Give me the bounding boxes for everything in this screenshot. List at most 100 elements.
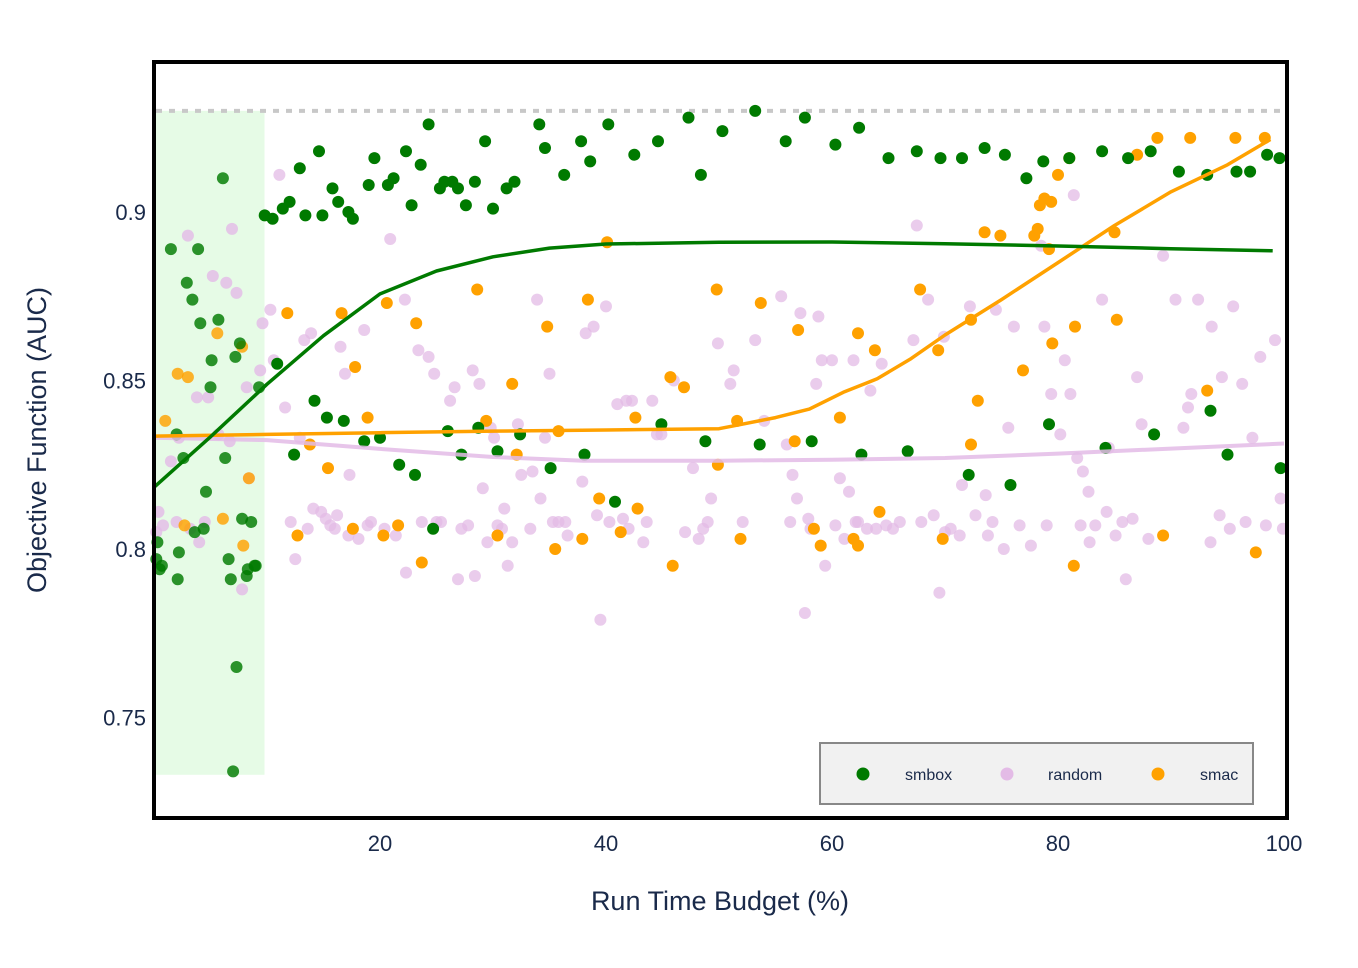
- x-tick-label: 60: [820, 831, 844, 856]
- smbox-point: [236, 512, 249, 525]
- legend-marker-smac: [1151, 767, 1165, 781]
- random-point: [1109, 529, 1122, 542]
- smac-point: [666, 559, 679, 572]
- random-point: [488, 431, 501, 444]
- random-point: [1002, 421, 1015, 434]
- smac-point: [852, 327, 864, 340]
- random-point: [481, 536, 494, 549]
- random-point: [953, 529, 966, 542]
- y-tick-label: 0.8: [115, 537, 146, 562]
- random-point: [1192, 293, 1205, 306]
- random-point: [922, 293, 935, 306]
- smbox-point: [197, 522, 210, 535]
- random-point: [791, 492, 803, 505]
- random-point: [543, 367, 556, 380]
- smbox-point: [326, 182, 339, 195]
- smac-point: [1184, 131, 1197, 144]
- random-point: [864, 384, 877, 397]
- smac-point: [1017, 364, 1029, 377]
- legend-label-smac[interactable]: smac: [1200, 767, 1238, 784]
- random-point: [594, 613, 607, 626]
- smbox-point: [283, 195, 296, 208]
- smbox-point: [164, 243, 177, 256]
- legend-box: [819, 742, 1254, 805]
- smbox-point: [266, 212, 279, 225]
- smac-point: [971, 394, 984, 407]
- random-point: [452, 573, 464, 586]
- random-point: [384, 233, 397, 245]
- random-point: [352, 532, 365, 545]
- smbox-point: [172, 546, 185, 559]
- random-point: [328, 522, 341, 535]
- smac-point: [322, 462, 334, 475]
- x-tick-label: 80: [1046, 831, 1070, 856]
- random-point: [910, 219, 923, 232]
- random-point: [400, 566, 412, 579]
- smac-point: [852, 539, 864, 552]
- smac-point: [1046, 337, 1059, 350]
- smac-point: [734, 532, 747, 545]
- smac-point: [1249, 546, 1262, 559]
- random-point: [1126, 512, 1139, 525]
- smbox-point: [578, 448, 591, 461]
- smbox-point: [230, 661, 243, 673]
- random-point: [705, 492, 718, 505]
- random-point: [334, 340, 347, 353]
- smac-point: [549, 543, 562, 555]
- random-point: [603, 516, 616, 528]
- random-point: [358, 324, 371, 336]
- smbox-point: [753, 438, 766, 451]
- random-point: [1169, 293, 1182, 306]
- legend-label-random[interactable]: random: [1048, 767, 1102, 784]
- smac-point: [335, 307, 348, 320]
- smbox-point: [779, 135, 792, 148]
- random-point: [501, 559, 514, 572]
- random-point: [1227, 300, 1240, 313]
- smbox-point: [1037, 155, 1050, 168]
- legend-label-smbox[interactable]: smbox: [905, 767, 952, 784]
- smbox-point: [1063, 152, 1076, 165]
- smbox-point: [427, 522, 440, 535]
- random-point: [531, 293, 544, 306]
- smbox-point: [1204, 404, 1217, 417]
- random-point: [1215, 371, 1228, 384]
- smac-point: [1229, 131, 1242, 144]
- smac-point: [936, 532, 949, 545]
- random-point: [1045, 388, 1058, 400]
- smac-point: [480, 414, 493, 427]
- random-point: [944, 522, 957, 535]
- legend: smbox random smac: [819, 742, 1254, 805]
- smbox-point: [400, 145, 412, 158]
- random-point: [466, 364, 479, 377]
- random-point: [810, 377, 823, 390]
- smbox-point: [956, 152, 968, 165]
- random-point: [301, 522, 314, 535]
- y-tick-label: 0.9: [115, 200, 146, 225]
- smac-point: [159, 414, 172, 427]
- smbox-point: [1043, 418, 1055, 431]
- random-point: [1038, 320, 1051, 333]
- smac-point: [349, 361, 362, 373]
- smac-point: [664, 371, 677, 384]
- smac-point: [1052, 168, 1064, 181]
- smac-point: [978, 226, 991, 239]
- smbox-point: [1230, 165, 1243, 178]
- smbox-point: [1122, 152, 1135, 165]
- random-point: [164, 455, 177, 468]
- random-point: [1142, 532, 1155, 545]
- smbox-point: [749, 104, 762, 117]
- smac-point: [1045, 195, 1058, 208]
- smac-point: [491, 529, 504, 542]
- random-point: [448, 381, 461, 394]
- smbox-point: [320, 411, 333, 424]
- smac-point: [415, 556, 428, 569]
- smac-point: [965, 438, 977, 451]
- smac-point: [181, 371, 194, 384]
- random-point: [264, 303, 277, 316]
- random-point: [1083, 536, 1096, 549]
- smac-point: [242, 472, 255, 485]
- random-point: [687, 462, 699, 475]
- random-point: [861, 522, 873, 535]
- smbox-point: [393, 458, 406, 471]
- smac-point: [1201, 384, 1214, 397]
